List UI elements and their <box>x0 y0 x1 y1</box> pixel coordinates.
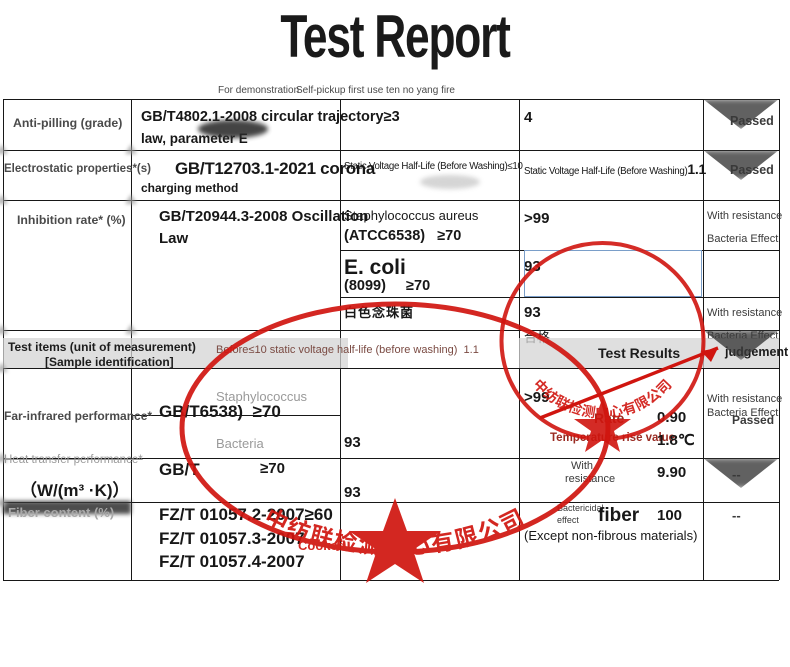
svg-text:Cooked: Cooked <box>298 538 346 553</box>
